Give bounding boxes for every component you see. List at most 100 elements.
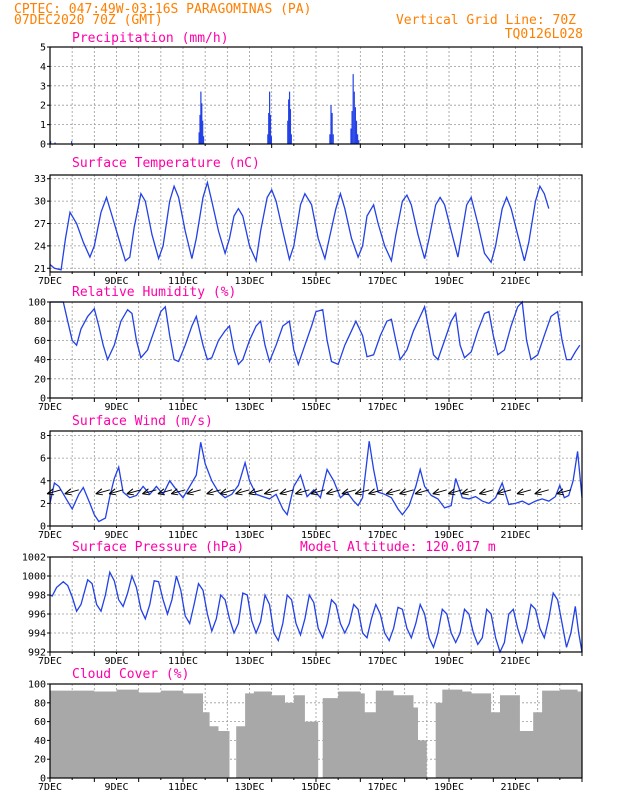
wind-xtick-label: 13DEC (234, 530, 264, 541)
precip-bar (267, 134, 269, 144)
press-series-line (49, 570, 583, 654)
wind-vector-head (414, 488, 423, 496)
press-xtick-label: 15DEC (301, 656, 331, 667)
wind-vector-head (157, 488, 165, 496)
header-line1: CPTEC: 047:49W-03:16S PARAGOMINAS (PA) (14, 2, 311, 17)
precip-bar (358, 140, 360, 144)
rh-title: Relative Humidity (%) (72, 285, 236, 300)
wind-vector-head (170, 488, 179, 496)
wind-vector-head (341, 488, 349, 496)
precip-bar (268, 112, 270, 144)
press-ytick-label: 1002 (22, 553, 46, 564)
cloud-xtick-label: 19DEC (434, 782, 464, 793)
wind-xtick-label: 9DEC (104, 530, 128, 541)
wind-vector (399, 489, 414, 495)
precip-bar (199, 114, 201, 144)
precip-ytick-label: 1 (40, 120, 46, 131)
wind-vector (534, 489, 549, 495)
header-grid-note: Vertical Grid Line: 70Z (396, 13, 576, 28)
wind-ytick-label: 6 (40, 454, 46, 465)
wind-vector-head (279, 488, 287, 496)
wind-xtick-label: 11DEC (168, 530, 198, 541)
precip-bar (202, 136, 205, 144)
wind-vector-head (248, 488, 256, 496)
cloud-ytick-label: 0 (40, 774, 46, 785)
wind-ytick-label: 2 (40, 499, 46, 510)
wind-vector-head (64, 488, 72, 496)
cloud-xtick-label: 11DEC (168, 782, 198, 793)
wind-vector-head (126, 488, 134, 496)
press-xtick-label: 9DEC (104, 656, 128, 667)
precip-bar (353, 91, 355, 144)
precip-bar (71, 141, 73, 144)
precip-bar (332, 134, 334, 144)
precip-ytick-label: 2 (40, 101, 46, 112)
wind-title: Surface Wind (m/s) (72, 414, 213, 429)
wind-vector-head (556, 488, 564, 496)
wind-vector (279, 489, 294, 495)
wind-vector-head (534, 488, 542, 496)
wind-vector-head (142, 488, 150, 496)
header-line2: 07DEC2020 70Z (GMT) (14, 13, 163, 28)
wind-series-line (49, 441, 583, 523)
precip-bar (269, 114, 272, 144)
precip-bar (352, 74, 354, 144)
precip-bar (329, 134, 331, 144)
wind-xtick-label: 21DEC (500, 530, 530, 541)
wind-ytick-label: 0 (40, 522, 46, 533)
wind-vector-head (399, 488, 407, 496)
press-ytick-label: 998 (28, 591, 46, 602)
temp-ytick-label: 27 (34, 219, 46, 230)
wind-vector (310, 489, 326, 495)
temp-panel: 21 24 27 30 33 7DEC 9DEC 11DEC 13DEC 15DEC 17DEC 19… (34, 174, 583, 287)
precip-bar (331, 112, 333, 144)
precip-bar (287, 120, 289, 144)
cloud-ytick-label: 20 (34, 755, 46, 766)
wind-ytick-label: 4 (40, 476, 46, 487)
wind-vector-head (479, 488, 487, 496)
cloud-panel: 0 20 40 60 80 100 7DEC 9DEC 11DEC 13DEC 15DEC 17DEC… (28, 680, 583, 793)
precip-bar (351, 111, 353, 144)
wind-vector-head (263, 488, 272, 496)
precip-bar (202, 120, 204, 144)
precip-ytick-label: 5 (40, 43, 46, 54)
wind-vector-head (368, 488, 376, 496)
precip-bar (290, 134, 292, 144)
wind-vector-head (516, 488, 525, 496)
temp-ytick-label: 21 (34, 264, 46, 275)
wind-vector-head (447, 488, 456, 496)
wind-vector-head (461, 488, 469, 496)
cloud-xtick-label: 9DEC (104, 782, 128, 793)
rh-series-line (50, 300, 581, 367)
wind-ytick-label: 8 (40, 431, 46, 442)
wind-vector (355, 489, 370, 495)
precip-bar (355, 120, 358, 144)
temp-series-line (49, 179, 550, 271)
wind-vector-head (186, 488, 194, 496)
press-ytick-label: 996 (28, 610, 46, 621)
wind-vector (432, 489, 447, 495)
wind-vector (516, 489, 532, 495)
wind-vector (157, 489, 173, 495)
rh-ytick-label: 80 (34, 317, 46, 328)
precip-title: Precipitation (mm/h) (72, 31, 229, 46)
wind-vector (461, 489, 476, 495)
wind-vector (235, 489, 250, 495)
temp-xtick-label: 13DEC (234, 276, 264, 287)
wind-xtick-label: 15DEC (301, 530, 331, 541)
wind-vector (479, 489, 494, 495)
rh-ytick-label: 100 (28, 298, 46, 309)
cloud-xtick-label: 7DEC (38, 782, 62, 793)
precip-bar (198, 132, 200, 144)
rh-xtick-label: 11DEC (168, 402, 198, 413)
precip-bar (269, 91, 271, 144)
rh-xtick-label: 13DEC (234, 402, 264, 413)
wind-vector-head (108, 488, 117, 496)
cloud-xtick-label: 17DEC (367, 782, 397, 793)
wind-vector (414, 489, 430, 495)
wind-xtick-label: 19DEC (434, 530, 464, 541)
wind-vector (219, 489, 235, 495)
wind-vector (556, 489, 572, 495)
wind-vector-head (235, 488, 243, 496)
rh-ytick-label: 20 (34, 374, 46, 385)
